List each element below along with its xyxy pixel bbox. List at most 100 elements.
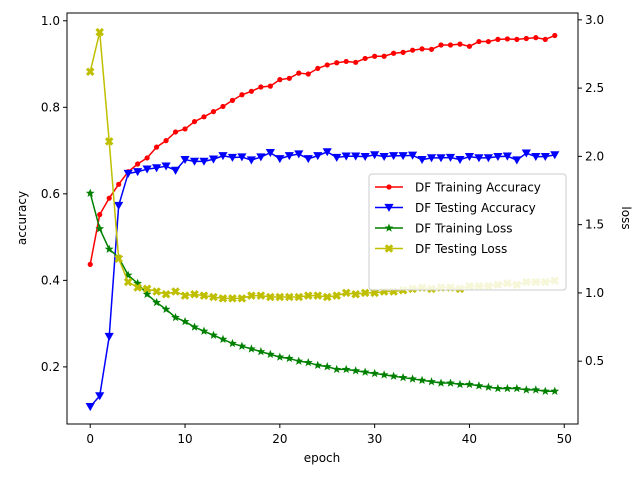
df-training-accuracy-point <box>116 181 122 187</box>
df-testing-accuracy-point <box>464 152 475 162</box>
df-training-accuracy-point <box>485 38 492 45</box>
right-y-tick-label: 2.5 <box>585 81 604 95</box>
df-training-loss-point <box>256 347 266 356</box>
df-training-loss-point <box>379 370 389 379</box>
df-training-loss-point <box>123 270 133 279</box>
right-y-axis-label: loss <box>619 206 633 229</box>
df-testing-accuracy-point <box>389 152 399 161</box>
left-y-axis-label: accuracy <box>15 191 29 245</box>
df-testing-accuracy-point <box>237 153 247 162</box>
df-testing-accuracy-point <box>540 152 550 162</box>
df-testing-accuracy-point <box>218 152 228 161</box>
df-training-loss-point <box>209 330 218 339</box>
df-training-loss-point <box>313 360 323 370</box>
df-training-accuracy-point <box>447 42 454 48</box>
df-testing-loss-point <box>294 292 304 302</box>
df-training-accuracy-point <box>334 60 340 66</box>
df-testing-loss-point <box>332 291 341 300</box>
df-testing-loss-point <box>266 292 275 302</box>
legend: DF Training Accuracy DF Testing Accuracy D… <box>368 173 567 291</box>
df-training-loss-point <box>446 378 455 387</box>
df-testing-loss-point <box>161 290 171 299</box>
df-testing-accuracy-point <box>142 165 152 174</box>
df-testing-loss-point <box>322 292 332 302</box>
df-testing-loss-point <box>199 291 209 300</box>
df-testing-accuracy-point <box>407 151 418 160</box>
left-y-tick-label: 0.2 <box>41 360 60 374</box>
df-training-loss-point <box>303 357 313 367</box>
df-training-accuracy-point <box>353 59 359 65</box>
df-testing-accuracy-point <box>95 392 105 401</box>
df-testing-accuracy-point <box>161 162 171 171</box>
df-training-accuracy-point <box>229 97 236 103</box>
df-training-loss-point <box>493 383 503 393</box>
legend-item-df-testing-accuracy: DF Testing Accuracy <box>375 201 536 215</box>
df-training-accuracy-point <box>409 47 416 53</box>
df-training-loss-point <box>247 344 256 353</box>
x-tick-label: 50 <box>557 432 572 446</box>
df-testing-loss-point <box>313 291 323 300</box>
df-training-accuracy-point <box>144 155 150 161</box>
df-training-loss-point <box>180 316 190 326</box>
df-training-accuracy-point <box>248 88 254 94</box>
df-training-loss-point <box>521 385 531 394</box>
x-tick-label: 40 <box>462 432 477 446</box>
df-training-loss-point <box>265 349 275 359</box>
legend-label: DF Training Accuracy <box>415 181 541 195</box>
df-training-accuracy-point <box>182 126 188 132</box>
df-testing-loss-point <box>171 287 180 296</box>
df-training-loss-point <box>455 379 465 389</box>
df-testing-loss-point <box>180 291 190 300</box>
df-testing-loss-point <box>228 294 237 303</box>
df-training-loss-point <box>484 382 493 391</box>
legend-label: DF Training Loss <box>415 222 512 236</box>
df-training-accuracy-point <box>523 35 529 42</box>
df-training-loss-point <box>351 366 361 375</box>
df-training-accuracy-point <box>153 144 160 150</box>
df-training-loss-point <box>503 383 512 393</box>
df-testing-accuracy-point <box>208 155 219 164</box>
df-training-accuracy-point <box>210 109 217 115</box>
df-testing-accuracy-point <box>483 154 494 163</box>
series-df-testing-accuracy <box>85 148 560 412</box>
df-training-accuracy-point <box>466 43 473 49</box>
x-axis-label: epoch <box>304 451 341 465</box>
df-training-accuracy-point <box>428 46 435 52</box>
df-training-loss-point <box>190 322 199 331</box>
legend-marker <box>384 244 394 253</box>
df-training-loss-point <box>171 312 180 322</box>
df-training-loss-point <box>199 326 209 335</box>
df-testing-loss-point <box>237 294 247 303</box>
df-training-loss-point <box>218 334 228 344</box>
df-training-loss-point <box>161 304 171 314</box>
legend-items: DF Training Accuracy DF Testing Accuracy D… <box>375 181 541 256</box>
legend-frame <box>368 173 567 291</box>
df-testing-loss-point <box>142 284 152 294</box>
left-y-tick-label: 0.6 <box>41 187 60 201</box>
df-training-loss-point <box>531 385 541 394</box>
df-testing-loss-point <box>218 294 228 303</box>
df-training-loss-point <box>275 352 285 361</box>
df-testing-accuracy-point <box>493 152 503 162</box>
df-training-accuracy-point <box>135 161 141 167</box>
legend-item-df-testing-loss: DF Testing Loss <box>375 242 507 256</box>
df-testing-accuracy-point <box>502 152 512 161</box>
df-testing-accuracy-point <box>474 154 484 163</box>
df-training-loss-point <box>417 375 427 385</box>
df-training-loss-point <box>228 338 237 348</box>
df-training-accuracy-point <box>362 55 368 62</box>
df-testing-accuracy-point <box>199 157 209 166</box>
df-training-accuracy-point <box>87 261 93 267</box>
legend-label: DF Testing Loss <box>415 242 507 256</box>
df-testing-loss-point <box>123 277 133 287</box>
df-training-accuracy-point <box>542 36 548 42</box>
df-training-accuracy-point <box>163 138 169 144</box>
legend-marker <box>384 203 394 212</box>
right-y-tick-label: 1.5 <box>585 218 604 232</box>
df-testing-accuracy-point <box>123 169 133 178</box>
df-training-loss-point <box>85 188 95 197</box>
left-y-tick-label: 1.0 <box>41 14 60 28</box>
df-training-accuracy-point <box>106 195 112 201</box>
df-testing-accuracy-point <box>531 152 541 162</box>
